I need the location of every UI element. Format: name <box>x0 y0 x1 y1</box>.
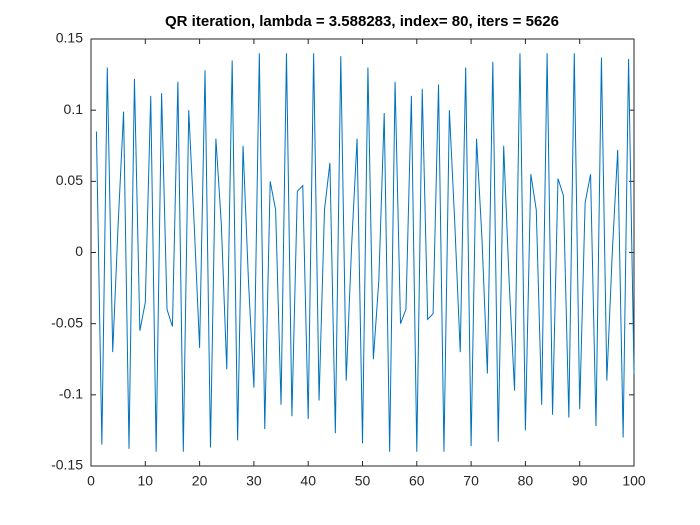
y-tick-label: 0.05 <box>56 172 83 188</box>
y-tick-label: -0.05 <box>51 314 83 330</box>
y-tick-label: 0 <box>75 243 83 259</box>
x-tick-label: 50 <box>355 473 371 489</box>
y-tick-label: -0.1 <box>59 386 83 402</box>
x-tick-label: 80 <box>518 473 534 489</box>
x-tick-label: 90 <box>572 473 588 489</box>
x-tick-label: 30 <box>246 473 262 489</box>
line <box>95 53 635 452</box>
x-tick-label: 60 <box>409 473 425 489</box>
chart-title: QR iteration, lambda = 3.588283, index= … <box>165 13 559 30</box>
y-tick-label: -0.15 <box>51 457 83 473</box>
x-tick-label: 20 <box>192 473 208 489</box>
y-tick-label: 0.15 <box>56 30 83 46</box>
x-tick-label: 10 <box>138 473 154 489</box>
x-tick-label: 100 <box>622 473 646 489</box>
y-tick-label: 0.1 <box>64 101 84 117</box>
x-tick-label: 0 <box>87 473 95 489</box>
x-tick-label: 40 <box>300 473 316 489</box>
x-tick-label: 70 <box>463 473 479 489</box>
